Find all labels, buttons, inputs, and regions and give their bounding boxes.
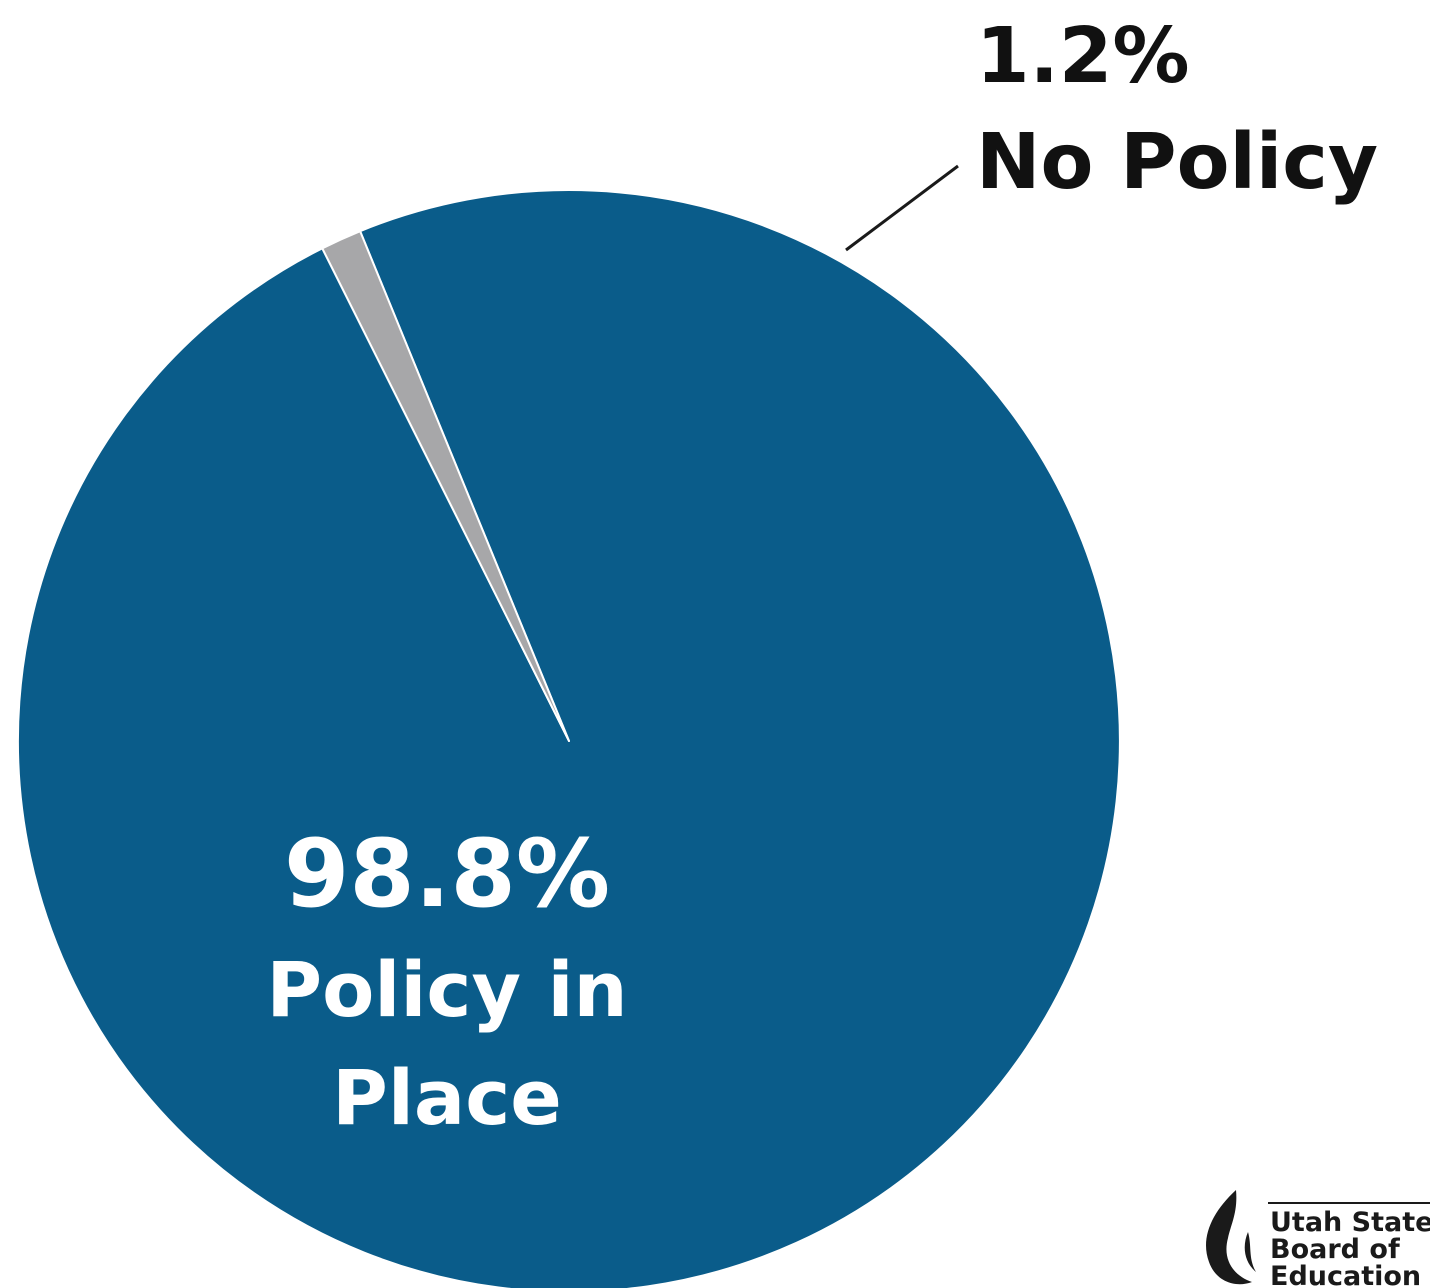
policy-in-place-name-line1: Policy in: [266, 945, 627, 1034]
no-policy-name-label: No Policy: [976, 118, 1378, 207]
logo-line-1: Utah State: [1270, 1207, 1430, 1238]
logo-line-2: Board of: [1270, 1234, 1400, 1265]
pie-slices: [16, 189, 1121, 1288]
no-policy-value-label: 1.2%: [976, 12, 1190, 101]
no-policy-leader-line: [845, 164, 959, 252]
pie-slice-no-policy: [321, 230, 570, 742]
logo-line-3: Education: [1270, 1261, 1421, 1288]
policy-in-place-value-label: 98.8%: [284, 820, 610, 929]
policy-in-place-name-line2: Place: [332, 1053, 562, 1142]
usbe-logo: Utah State Board of Education: [1206, 1190, 1430, 1288]
flame-inner-icon: [1244, 1232, 1256, 1272]
flame-icon: [1206, 1190, 1252, 1285]
